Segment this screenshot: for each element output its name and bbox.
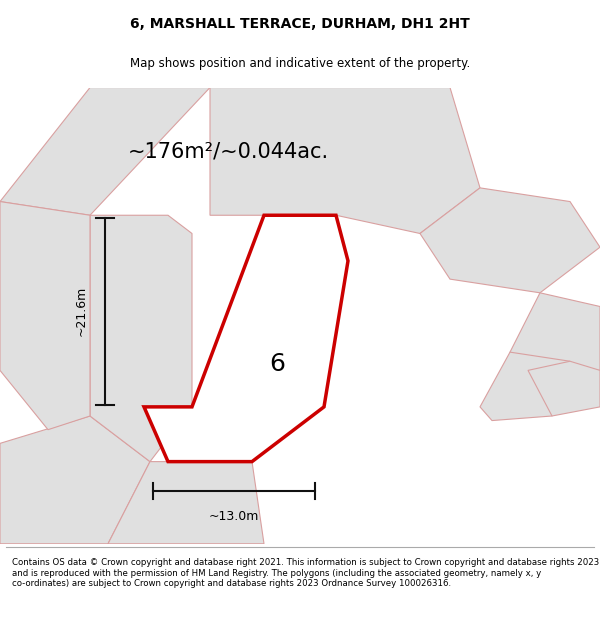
Text: ~176m²/~0.044ac.: ~176m²/~0.044ac. <box>127 141 329 161</box>
Polygon shape <box>420 188 600 292</box>
Text: Contains OS data © Crown copyright and database right 2021. This information is : Contains OS data © Crown copyright and d… <box>12 558 599 588</box>
Polygon shape <box>480 352 570 421</box>
Text: ~13.0m: ~13.0m <box>209 510 259 523</box>
Polygon shape <box>90 215 192 462</box>
Polygon shape <box>144 215 348 462</box>
Text: ~21.6m: ~21.6m <box>74 286 88 336</box>
Polygon shape <box>510 292 600 371</box>
Polygon shape <box>210 88 480 234</box>
Text: 6, MARSHALL TERRACE, DURHAM, DH1 2HT: 6, MARSHALL TERRACE, DURHAM, DH1 2HT <box>130 18 470 31</box>
Text: Map shows position and indicative extent of the property.: Map shows position and indicative extent… <box>130 56 470 69</box>
Text: 6: 6 <box>269 351 286 376</box>
Polygon shape <box>0 201 90 430</box>
Polygon shape <box>0 416 150 544</box>
Polygon shape <box>108 462 264 544</box>
Polygon shape <box>0 88 210 215</box>
Polygon shape <box>528 361 600 416</box>
